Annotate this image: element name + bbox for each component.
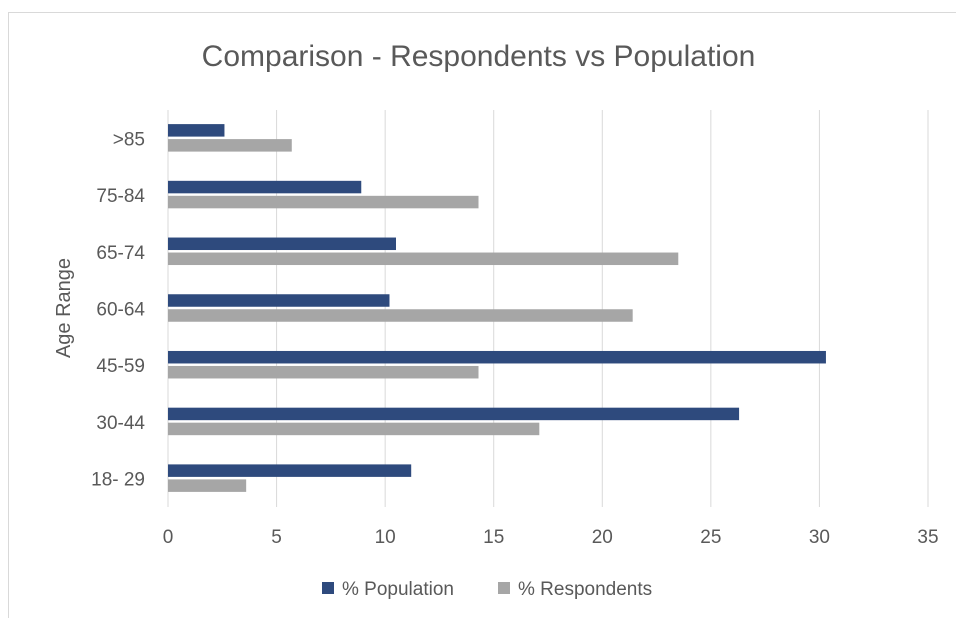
bar-population — [168, 237, 396, 251]
x-tick-label: 5 — [271, 527, 282, 548]
bar-population — [168, 124, 225, 137]
legend-label: % Respondents — [518, 579, 652, 600]
x-axis-ticks: 0 5 10 15 20 25 30 35 — [163, 527, 939, 548]
y-axis-title: Age Range — [53, 258, 75, 358]
legend: % Population % Respondents — [322, 579, 652, 600]
bar-respondents — [168, 252, 679, 266]
bar-respondents — [168, 365, 479, 379]
bar-respondents — [168, 195, 479, 209]
bar-population — [168, 407, 740, 421]
bars — [168, 124, 826, 492]
legend-swatch — [322, 582, 334, 594]
bar-population — [168, 294, 390, 307]
x-tick-label: 30 — [809, 527, 830, 548]
bar-population — [168, 464, 412, 477]
bar-respondents — [168, 309, 633, 322]
x-tick-label: 0 — [163, 527, 174, 548]
bar-population — [168, 350, 826, 364]
y-tick-label: 60-64 — [96, 300, 145, 321]
bar-respondents — [168, 422, 540, 436]
bar-population — [168, 180, 362, 194]
bar-respondents — [168, 139, 292, 152]
chart-title: Comparison - Respondents vs Population — [201, 40, 756, 73]
y-axis-ticks: 18- 29 30-44 45-59 60-64 65-74 75-84 >85 — [91, 129, 145, 490]
gridlines — [167, 110, 929, 507]
x-tick-label: 15 — [483, 527, 504, 548]
x-tick-label: 10 — [375, 527, 396, 548]
legend-label: % Population — [342, 579, 454, 600]
x-tick-label: 20 — [592, 527, 613, 548]
x-tick-label: 35 — [917, 527, 938, 548]
legend-swatch — [498, 582, 510, 594]
y-tick-label: 45-59 — [96, 356, 145, 377]
y-tick-label: 65-74 — [96, 243, 145, 264]
y-tick-label: >85 — [113, 129, 145, 150]
x-tick-label: 25 — [700, 527, 721, 548]
y-tick-label: 30-44 — [96, 413, 145, 434]
y-tick-label: 75-84 — [96, 186, 145, 207]
bar-respondents — [168, 479, 247, 492]
y-tick-label: 18- 29 — [91, 470, 145, 491]
